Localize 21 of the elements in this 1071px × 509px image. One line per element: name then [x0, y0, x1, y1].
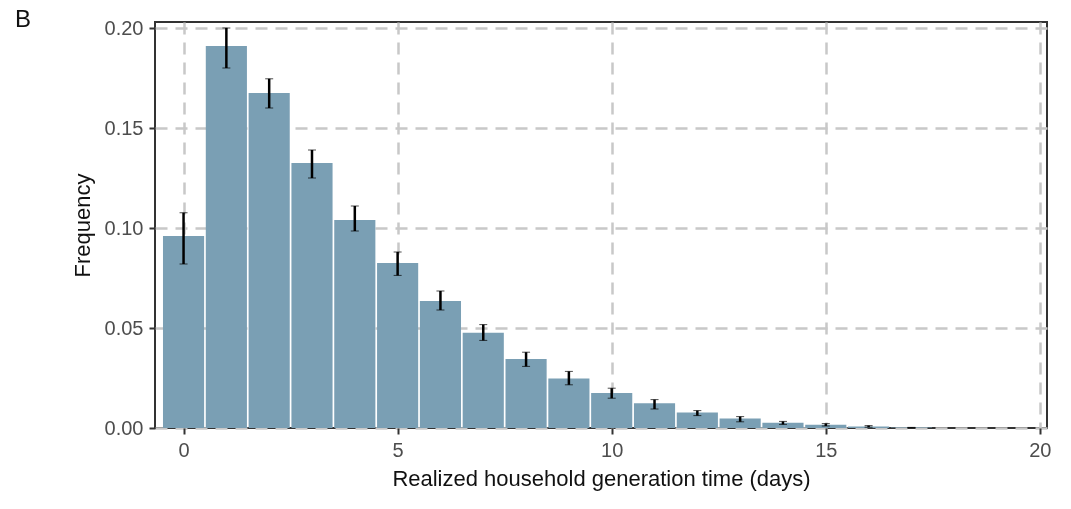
bar — [162, 236, 205, 428]
y-tick-label: 0.05 — [104, 316, 144, 339]
y-tick-label: 0.00 — [104, 416, 144, 439]
bar — [419, 301, 462, 428]
y-axis-title: Frequency — [69, 173, 95, 278]
x-axis-title: Realized household generation time (days) — [392, 465, 811, 491]
x-tick-label: 10 — [601, 438, 624, 461]
bar — [591, 393, 633, 428]
bar — [462, 332, 504, 428]
bar — [633, 403, 676, 428]
y-tick-label: 0.10 — [104, 216, 144, 239]
x-tick-label: 0 — [178, 438, 190, 461]
bar — [676, 412, 718, 428]
chart-title: B — [15, 5, 32, 32]
y-tick-label: 0.20 — [104, 16, 144, 39]
x-tick-label: 5 — [392, 438, 404, 461]
y-tick-label: 0.15 — [104, 116, 144, 139]
bar — [205, 46, 247, 428]
bar — [377, 263, 419, 428]
x-tick-label: 20 — [1029, 438, 1052, 461]
x-tick-label: 15 — [815, 438, 838, 461]
